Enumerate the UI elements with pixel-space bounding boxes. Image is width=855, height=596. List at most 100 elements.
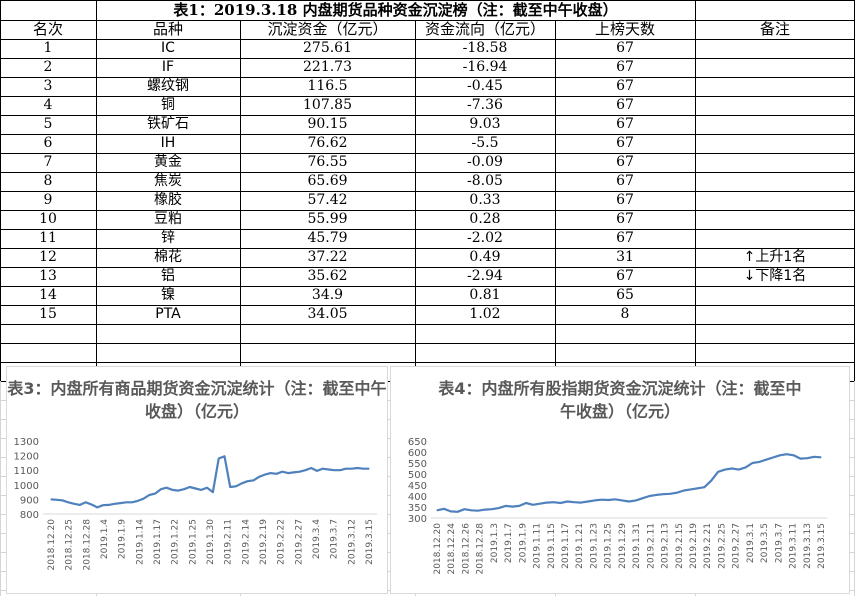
x-tick-label: 2019.1.31 (632, 523, 642, 569)
table-cell-note (695, 134, 855, 153)
grid-line (0, 20, 855, 21)
table-cell-rank: 5 (43, 116, 53, 132)
table-cell-days: 67 (616, 230, 634, 246)
table-cell-rank: 8 (43, 173, 53, 189)
grid-line (0, 381, 1, 596)
x-tick-label: 2019.2.15 (675, 523, 685, 569)
table-cell-flow: 1.02 (469, 306, 501, 322)
grid-line (0, 0, 1, 381)
table-cell-name: IF (161, 59, 175, 75)
grid-line (0, 58, 855, 59)
x-tick-label: 2019.1.29 (618, 523, 628, 569)
table-cell-amount: 76.62 (307, 135, 348, 151)
data-point (573, 501, 575, 503)
table-cell-amount: 76.55 (307, 154, 348, 170)
data-point (160, 488, 162, 490)
x-tick-label: 2019.2.25 (717, 523, 727, 569)
grid-line (415, 20, 416, 381)
table-cell-note (695, 210, 855, 229)
data-point (655, 494, 657, 496)
x-tick-label: 2018.12.26 (461, 523, 471, 575)
x-tick-label: 2019.2.27 (294, 519, 304, 565)
data-point (703, 486, 705, 488)
table-cell-days: 67 (616, 211, 634, 227)
data-point (200, 489, 202, 491)
data-point (264, 474, 266, 476)
data-point (119, 502, 121, 504)
chart-title: 表4：内盘所有股指期货资金沉淀统计（注：截至中午收盘）（亿元） (438, 379, 802, 421)
table-cell-flow: -2.02 (467, 230, 503, 246)
table-cell-rank: 7 (43, 154, 53, 170)
table-cell-name: IC (161, 40, 175, 56)
y-tick-label: 300 (408, 514, 427, 525)
grid-line (0, 248, 855, 249)
table-cell-name: 镍 (161, 287, 175, 303)
data-point (131, 501, 133, 503)
x-tick-label: 2019.1.14 (135, 519, 145, 565)
table-cell-amount: 90.15 (307, 116, 348, 132)
x-tick-label: 2019.3.7 (330, 519, 340, 559)
data-point (310, 467, 312, 469)
grid-line (0, 191, 855, 192)
data-point (518, 505, 520, 507)
table-cell-rank: 11 (39, 230, 57, 246)
data-point (154, 493, 156, 495)
data-point (566, 500, 568, 503)
x-tick-label: 2019.3.1 (746, 523, 756, 563)
x-tick-label: 2019.1.9 (118, 519, 128, 559)
data-point (683, 489, 685, 492)
y-tick-label: 450 (408, 481, 427, 492)
x-tick-label: 2019.1.7 (504, 523, 514, 563)
data-point (786, 453, 788, 455)
grid-line (0, 172, 855, 173)
table-cell-note (695, 39, 855, 58)
data-point (189, 486, 191, 488)
grid-line (0, 229, 855, 230)
data-point (333, 469, 335, 471)
data-point (450, 510, 452, 512)
data-point (491, 508, 493, 510)
x-tick-label: 2018.12.28 (82, 519, 92, 571)
table-cell-flow: -0.09 (467, 154, 503, 170)
table-cell-days: 67 (616, 78, 634, 94)
grid-line (0, 39, 855, 40)
y-tick-label: 550 (408, 459, 427, 470)
y-tick-label: 800 (20, 510, 39, 521)
y-tick-label: 900 (20, 495, 39, 506)
data-point (594, 499, 596, 501)
data-point (166, 487, 168, 489)
data-point (559, 502, 561, 504)
x-tick-label: 2019.1.11 (533, 523, 543, 569)
table-cell-name: 锌 (161, 230, 175, 246)
table-cell-flow: 0.81 (469, 287, 501, 303)
table-cell-amount: 116.5 (307, 78, 348, 94)
data-point (511, 506, 513, 508)
data-point (275, 473, 278, 475)
x-tick-label: 2019.3.4 (312, 519, 322, 559)
data-point (56, 499, 58, 501)
y-tick-label: 1100 (14, 466, 39, 477)
table-cell-amount: 57.42 (307, 192, 348, 208)
grid-line (0, 286, 855, 287)
table-cell-name: 豆粕 (154, 211, 182, 227)
data-point (601, 499, 603, 501)
data-point (85, 501, 87, 503)
table-cell-amount: 221.73 (303, 59, 352, 75)
table-cell-rank: 4 (43, 97, 53, 113)
data-point (102, 504, 104, 506)
data-point (587, 500, 589, 503)
data-point (436, 509, 438, 511)
y-tick-label: 600 (408, 448, 427, 459)
y-tick-label: 1300 (14, 437, 39, 448)
data-point (690, 488, 692, 490)
data-point (772, 456, 774, 459)
x-tick-label: 2019.2.21 (703, 523, 713, 569)
column-header: 名次 (32, 20, 63, 38)
table-cell-note (695, 191, 855, 210)
data-point (125, 501, 127, 503)
table-cell-days: 67 (616, 135, 634, 151)
column-header: 沉淀资金（亿元） (267, 20, 388, 38)
grid-line (695, 0, 696, 381)
column-header: 资金流向（亿元） (424, 20, 545, 38)
x-tick-label: 2018.12.20 (433, 523, 443, 575)
